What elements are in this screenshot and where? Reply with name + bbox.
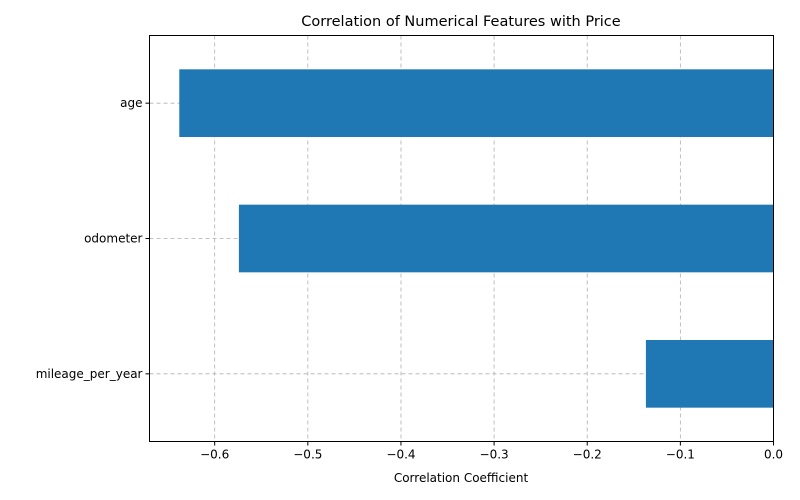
y-tick-label: mileage_per_year	[36, 367, 143, 381]
x-tick-label: −0.3	[480, 448, 509, 462]
y-tick-label: age	[120, 96, 142, 110]
x-axis: −0.6 −0.5 −0.4 −0.3 −0.2 −0.1 0.0	[200, 441, 783, 462]
bar-age	[179, 69, 774, 137]
chart-title: Correlation of Numerical Features with P…	[301, 14, 620, 30]
x-tick-label: −0.1	[666, 448, 695, 462]
x-axis-label: Correlation Coefficient	[394, 471, 529, 485]
y-tick-label: odometer	[84, 232, 142, 246]
bar-odometer	[238, 204, 774, 273]
bar-mileage_per_year	[645, 340, 774, 408]
x-tick-label: −0.6	[200, 448, 229, 462]
x-tick-label: −0.2	[573, 448, 602, 462]
y-axis: age odometer mileage_per_year	[36, 96, 150, 381]
x-tick-label: −0.5	[293, 448, 322, 462]
x-tick-label: −0.4	[386, 448, 415, 462]
bars	[179, 69, 774, 408]
x-tick-label: 0.0	[764, 448, 783, 462]
